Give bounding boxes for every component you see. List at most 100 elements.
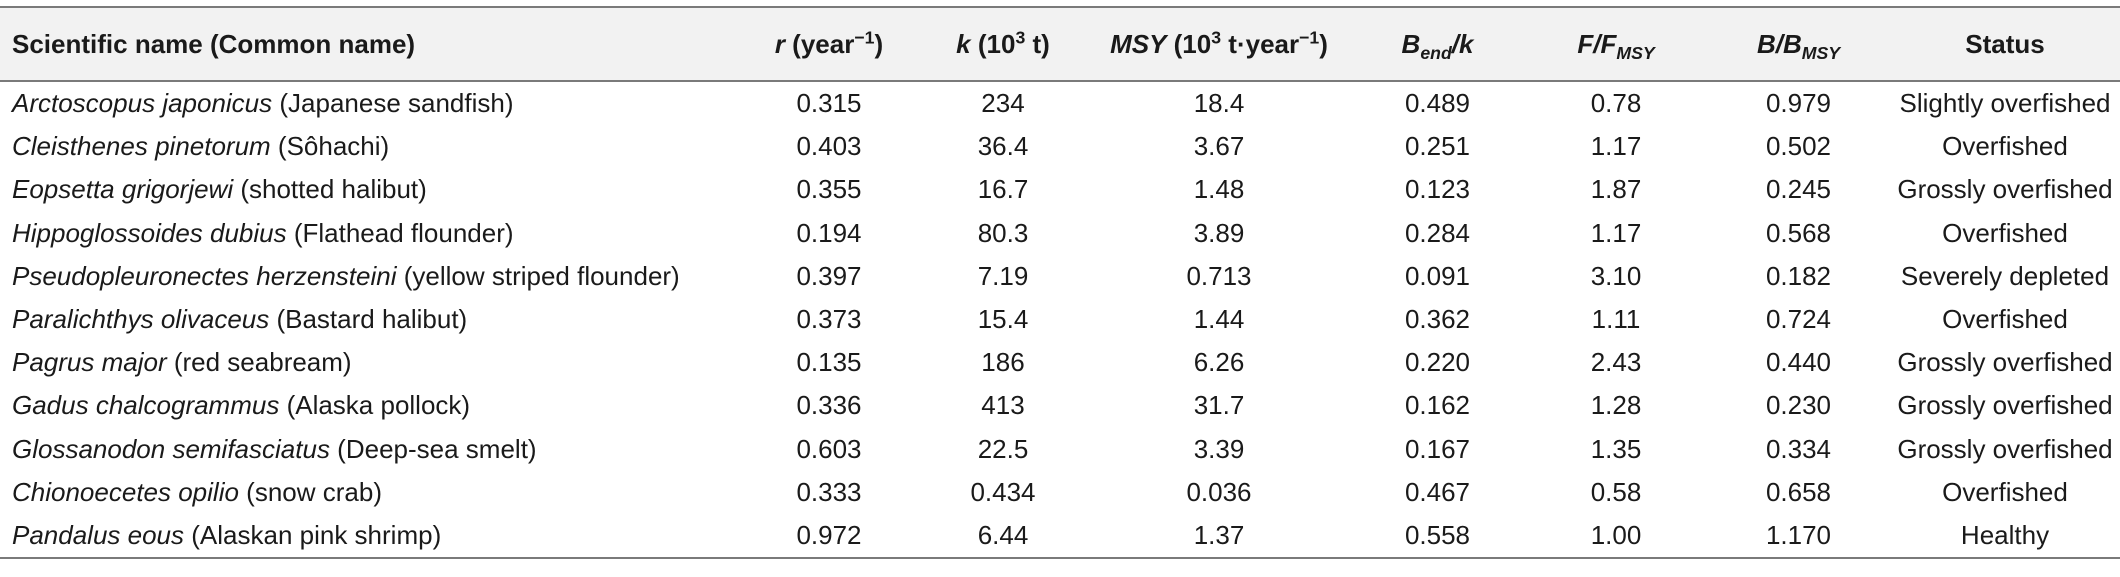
cell-b-bmsy: 1.170 bbox=[1765, 519, 1832, 550]
header-b-bmsy-sub: MSY bbox=[1801, 42, 1841, 63]
cell-scientific-name: Pagrus major bbox=[12, 347, 167, 378]
cell-f-fmsy: 1.17 bbox=[1590, 217, 1642, 248]
cell-b-bmsy: 0.568 bbox=[1765, 217, 1832, 248]
header-msy-sup: 3 bbox=[1211, 26, 1222, 47]
cell-msy: 6.26 bbox=[1193, 347, 1245, 378]
cell-common-name: (Alaskan pink shrimp) bbox=[184, 519, 442, 550]
cell-msy: 0.036 bbox=[1186, 476, 1252, 507]
cell-bend-k: 0.162 bbox=[1404, 390, 1471, 421]
cell-k: 6.44 bbox=[977, 519, 1029, 550]
cell-common-name: (Alaska pollock) bbox=[279, 390, 471, 421]
cell-b-bmsy: 0.182 bbox=[1765, 260, 1832, 291]
cell-msy: 3.39 bbox=[1193, 433, 1245, 464]
cell-name: Pandalus eous (Alaskan pink shrimp) bbox=[0, 514, 740, 558]
cell-k: 186 bbox=[981, 347, 1025, 378]
cell-scientific-name: Pandalus eous bbox=[12, 519, 185, 550]
cell-msy: 0.713 bbox=[1186, 260, 1252, 291]
cell-k: 16.7 bbox=[977, 174, 1029, 205]
cell-f-fmsy: 1.17 bbox=[1590, 131, 1642, 162]
cell-scientific-name: Paralichthys olivaceus bbox=[12, 304, 270, 335]
table-row: Pandalus eous (Alaskan pink shrimp) 0.97… bbox=[0, 514, 2120, 559]
cell-k: 22.5 bbox=[977, 433, 1029, 464]
header-r-sup: −1 bbox=[854, 26, 875, 47]
cell-f-fmsy: 3.10 bbox=[1590, 260, 1642, 291]
cell-r: 0.972 bbox=[796, 519, 862, 550]
cell-bend-k: 0.558 bbox=[1404, 519, 1471, 550]
header-f-fmsy: F/FMSY bbox=[1525, 7, 1707, 81]
cell-bend-k: 0.251 bbox=[1404, 131, 1471, 162]
cell-name: Arctoscopus japonicus (Japanese sandfish… bbox=[0, 81, 740, 125]
cell-f-fmsy: 0.78 bbox=[1590, 88, 1642, 119]
table-row: Hippoglossoides dubius (Flathead flounde… bbox=[0, 212, 2120, 255]
table-row: Arctoscopus japonicus (Japanese sandfish… bbox=[0, 81, 2120, 125]
table-row: Chionoecetes opilio (snow crab) 0.333 0.… bbox=[0, 471, 2120, 514]
table-row: Paralichthys olivaceus (Bastard halibut)… bbox=[0, 298, 2120, 341]
cell-msy: 1.48 bbox=[1193, 174, 1245, 205]
cell-common-name: (Sôhachi) bbox=[270, 131, 390, 162]
cell-bend-k: 0.091 bbox=[1404, 260, 1471, 291]
cell-b-bmsy: 0.502 bbox=[1765, 131, 1832, 162]
cell-scientific-name: Hippoglossoides dubius bbox=[12, 217, 287, 248]
cell-status: Grossly overfished bbox=[1897, 347, 2113, 378]
header-msy-unit-end: ) bbox=[1319, 28, 1328, 59]
cell-b-bmsy: 0.230 bbox=[1765, 390, 1832, 421]
cell-name: Gadus chalcogrammus (Alaska pollock) bbox=[0, 384, 740, 427]
cell-k: 234 bbox=[981, 88, 1025, 119]
cell-common-name: (Flathead flounder) bbox=[286, 217, 514, 248]
cell-name: Chionoecetes opilio (snow crab) bbox=[0, 471, 740, 514]
cell-f-fmsy: 0.58 bbox=[1590, 476, 1642, 507]
cell-b-bmsy: 0.979 bbox=[1765, 88, 1832, 119]
cell-name: Eopsetta grigorjewi (shotted halibut) bbox=[0, 168, 740, 211]
header-scientific-name-label: Scientific name (Common name) bbox=[12, 28, 416, 59]
cell-bend-k: 0.467 bbox=[1404, 476, 1471, 507]
header-k-unit: (10 bbox=[970, 28, 1016, 59]
header-f-fmsy-main: F/F bbox=[1577, 28, 1617, 59]
cell-scientific-name: Glossanodon semifasciatus bbox=[12, 433, 330, 464]
cell-r: 0.355 bbox=[796, 174, 862, 205]
cell-r: 0.315 bbox=[796, 88, 862, 119]
cell-status: Overfished bbox=[1942, 131, 2068, 162]
header-k-unit-end: t) bbox=[1025, 28, 1050, 59]
header-k-symbol: k bbox=[956, 28, 971, 59]
header-msy-unit-mid: t·year bbox=[1221, 28, 1300, 59]
header-bend-b: B bbox=[1401, 28, 1421, 59]
header-scientific-name: Scientific name (Common name) bbox=[0, 7, 740, 81]
header-status: Status bbox=[1890, 7, 2120, 81]
header-r-unit-end: ) bbox=[874, 28, 884, 59]
cell-f-fmsy: 1.35 bbox=[1590, 433, 1642, 464]
cell-k: 36.4 bbox=[977, 131, 1029, 162]
cell-status: Overfished bbox=[1942, 217, 2068, 248]
cell-status: Overfished bbox=[1942, 304, 2068, 335]
header-f-fmsy-sub: MSY bbox=[1616, 42, 1655, 63]
header-msy-sup2: −1 bbox=[1299, 26, 1320, 47]
cell-k: 15.4 bbox=[977, 304, 1029, 335]
cell-bend-k: 0.284 bbox=[1404, 217, 1471, 248]
cell-msy: 3.67 bbox=[1193, 131, 1245, 162]
cell-name: Hippoglossoides dubius (Flathead flounde… bbox=[0, 212, 740, 255]
cell-r: 0.403 bbox=[796, 131, 862, 162]
cell-r: 0.194 bbox=[796, 217, 862, 248]
cell-scientific-name: Chionoecetes opilio bbox=[12, 476, 239, 507]
header-msy: MSY (103 t·year−1) bbox=[1088, 7, 1350, 81]
cell-r: 0.135 bbox=[796, 347, 862, 378]
header-msy-symbol: MSY bbox=[1110, 28, 1167, 59]
cell-b-bmsy: 0.658 bbox=[1765, 476, 1832, 507]
cell-name: Cleisthenes pinetorum (Sôhachi) bbox=[0, 125, 740, 168]
cell-name: Pseudopleuronectes herzensteini (yellow … bbox=[0, 255, 740, 298]
cell-msy: 1.44 bbox=[1193, 304, 1245, 335]
cell-status: Grossly overfished bbox=[1897, 174, 2113, 205]
cell-f-fmsy: 1.87 bbox=[1590, 174, 1642, 205]
cell-k: 80.3 bbox=[977, 217, 1029, 248]
cell-status: Grossly overfished bbox=[1897, 390, 2113, 421]
cell-r: 0.603 bbox=[796, 433, 862, 464]
cell-b-bmsy: 0.334 bbox=[1765, 433, 1832, 464]
cell-msy: 31.7 bbox=[1193, 390, 1245, 421]
cell-scientific-name: Pseudopleuronectes herzensteini bbox=[12, 260, 397, 291]
cell-scientific-name: Eopsetta grigorjewi bbox=[12, 174, 234, 205]
cell-common-name: (shotted halibut) bbox=[233, 174, 427, 205]
cell-status: Overfished bbox=[1942, 476, 2068, 507]
cell-common-name: (Deep-sea smelt) bbox=[329, 433, 537, 464]
cell-r: 0.336 bbox=[796, 390, 862, 421]
cell-bend-k: 0.220 bbox=[1404, 347, 1471, 378]
cell-name: Glossanodon semifasciatus (Deep-sea smel… bbox=[0, 428, 740, 471]
